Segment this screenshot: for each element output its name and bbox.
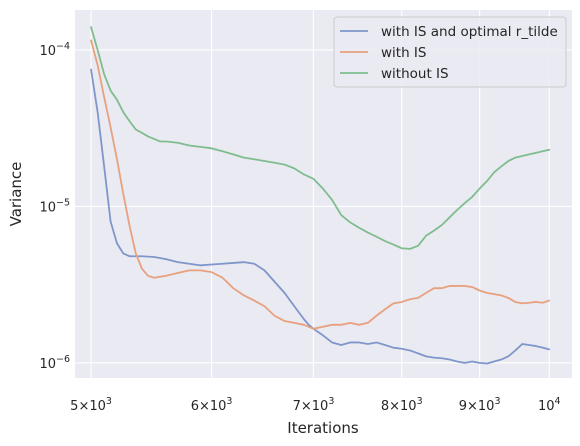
- legend-label-0: with IS and optimal r_tilde: [381, 24, 558, 40]
- x-axis-label: Iterations: [287, 419, 359, 437]
- x-tick-label-2: 7×103: [293, 396, 335, 414]
- y-tick-label-1: 10−5: [39, 197, 70, 215]
- x-tick-label-4: 9×103: [459, 396, 501, 414]
- legend-label-1: with IS: [381, 45, 426, 61]
- y-axis-label: Variance: [7, 162, 25, 227]
- y-tick-label-0: 10−6: [39, 354, 70, 372]
- x-tick-labels: 5×103 6×103 7×103 8×103 9×103 104: [70, 396, 560, 414]
- series-line-2: [90, 26, 551, 250]
- series-line-1: [90, 39, 551, 330]
- x-tick-label-3: 8×103: [381, 396, 423, 414]
- x-tick-label-1: 6×103: [191, 396, 233, 414]
- legend-box: [333, 16, 567, 88]
- y-tick-labels: 10−6 10−5 10−4: [39, 41, 70, 372]
- x-tick-label-0: 5×103: [70, 396, 112, 414]
- series-line-0: [90, 68, 551, 365]
- x-tick-label-5: 104: [538, 396, 561, 414]
- series-lines: [90, 26, 551, 365]
- y-tick-label-2: 10−4: [39, 41, 70, 59]
- legend-label-2: without IS: [381, 66, 449, 82]
